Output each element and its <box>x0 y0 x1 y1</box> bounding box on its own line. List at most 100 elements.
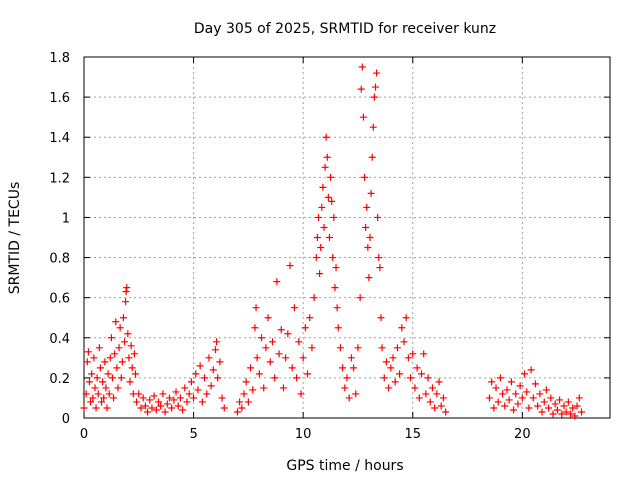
data-point <box>251 324 259 332</box>
data-point <box>107 334 115 342</box>
y-tick-label: 0.2 <box>49 372 70 387</box>
data-point <box>578 408 586 416</box>
data-point <box>95 344 103 352</box>
data-point <box>101 358 109 366</box>
data-point <box>313 234 321 241</box>
data-point <box>318 203 326 211</box>
data-point <box>376 264 384 272</box>
chart-title: Day 305 of 2025, SRMTID for receiver kun… <box>194 21 496 37</box>
data-point <box>89 394 97 402</box>
y-tick-label: 1.2 <box>49 171 70 186</box>
y-tick-label: 0.6 <box>49 292 70 307</box>
data-point <box>168 404 176 412</box>
x-tick-label: 15 <box>404 427 421 442</box>
data-point <box>288 364 296 372</box>
data-point <box>117 374 125 382</box>
data-point <box>216 358 224 366</box>
data-point <box>364 244 372 252</box>
data-point <box>253 354 261 362</box>
data-point <box>181 384 189 392</box>
data-point <box>317 244 325 252</box>
data-point <box>415 394 423 402</box>
data-point <box>176 394 184 402</box>
data-point <box>198 398 206 406</box>
data-point <box>203 390 211 398</box>
data-point <box>128 364 136 372</box>
data-point <box>422 390 430 398</box>
data-point <box>85 378 93 386</box>
data-point <box>396 370 404 378</box>
data-point <box>322 133 330 141</box>
data-point <box>116 324 124 332</box>
data-point <box>433 390 441 398</box>
y-tick-label: 0.4 <box>49 332 70 347</box>
data-point <box>290 304 298 312</box>
data-point <box>144 408 152 416</box>
data-point <box>174 402 182 410</box>
data-point <box>374 213 382 221</box>
data-point <box>295 338 303 346</box>
data-point <box>284 330 292 338</box>
data-point <box>531 380 539 388</box>
data-point <box>426 398 434 406</box>
data-point <box>352 390 360 398</box>
data-point <box>115 344 123 352</box>
data-point <box>236 398 244 406</box>
data-point <box>389 354 397 362</box>
data-point <box>192 370 200 378</box>
data-point <box>547 394 555 402</box>
data-point <box>437 402 445 410</box>
data-point <box>119 314 127 322</box>
data-point <box>165 394 173 402</box>
data-point <box>122 288 130 296</box>
data-point <box>327 173 335 181</box>
data-point <box>324 193 332 201</box>
data-point <box>366 234 374 241</box>
data-point <box>190 394 198 402</box>
data-point <box>345 394 353 402</box>
data-point <box>238 404 246 412</box>
data-point <box>293 374 301 382</box>
data-point <box>183 398 191 406</box>
data-point <box>343 374 351 382</box>
data-point <box>368 153 376 161</box>
data-point <box>529 394 537 402</box>
data-point <box>310 294 318 302</box>
data-point <box>260 384 268 392</box>
data-point <box>553 406 561 414</box>
data-point <box>331 284 339 292</box>
y-axis-label: SRMTID / TECUs <box>7 182 23 295</box>
data-point <box>538 408 546 416</box>
data-point <box>88 370 96 378</box>
data-point <box>362 223 370 231</box>
data-point <box>328 197 336 205</box>
data-point <box>359 113 367 121</box>
data-point <box>431 404 439 412</box>
data-point <box>357 85 365 93</box>
data-point <box>516 382 524 390</box>
data-point <box>264 314 272 322</box>
data-point <box>549 410 557 418</box>
data-point <box>96 364 104 372</box>
data-point <box>249 386 257 394</box>
data-point <box>413 364 421 372</box>
data-point <box>196 362 204 370</box>
data-point <box>118 358 126 366</box>
data-point <box>387 364 395 372</box>
data-point <box>363 203 371 211</box>
x-axis-label: GPS time / hours <box>286 458 403 474</box>
data-point <box>268 338 276 346</box>
data-point <box>157 402 165 410</box>
data-point <box>146 396 154 404</box>
data-point <box>398 324 406 332</box>
data-point <box>562 408 570 416</box>
data-point <box>510 406 518 414</box>
data-point <box>347 354 355 362</box>
y-tick-label: 0.8 <box>49 252 70 267</box>
data-point <box>407 374 415 382</box>
data-point <box>556 396 564 404</box>
data-point <box>551 400 559 408</box>
data-point <box>91 384 99 392</box>
data-point <box>380 374 388 382</box>
